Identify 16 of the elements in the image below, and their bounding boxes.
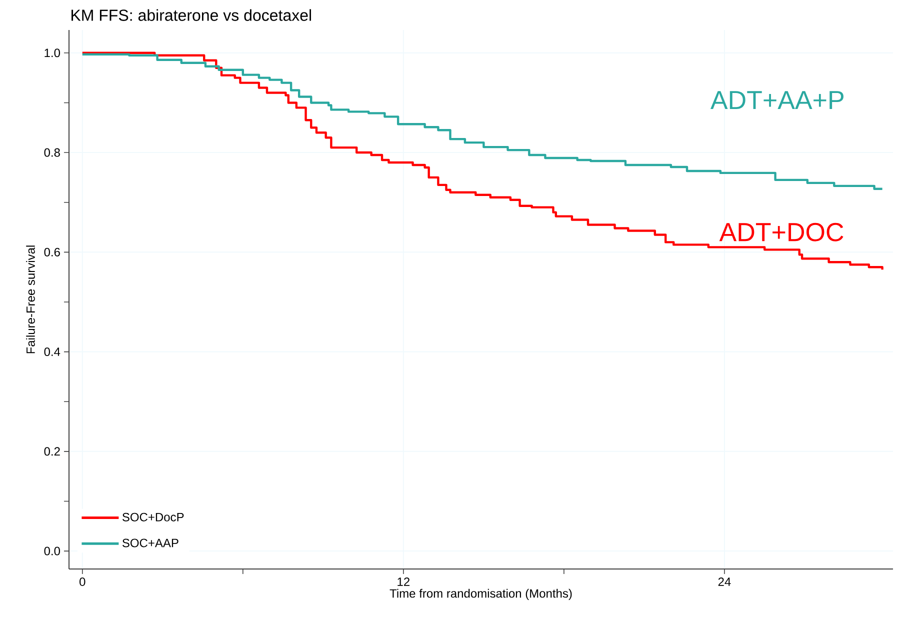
- chart-title: KM FFS: abiraterone vs docetaxel: [72, 9, 311, 21]
- x-tick-label: 12: [398, 578, 410, 586]
- y-tick-label: 0.8: [44, 148, 60, 157]
- legend-label: SOC+DocP: [122, 512, 184, 522]
- legend-label: SOC+AAP: [122, 538, 178, 548]
- y-tick-label: 1.0: [44, 48, 60, 58]
- y-tick-label: 0.2: [44, 447, 60, 456]
- y-tick-label: 0.0: [44, 546, 60, 556]
- y-tick-label: 0.6: [44, 248, 60, 256]
- y-axis-title: Failure-Free survival: [26, 246, 35, 354]
- x-tick-label: 24: [718, 578, 731, 586]
- y-tick-label: 0.4: [44, 348, 60, 356]
- x-axis-title: Time from randomisation (Months): [390, 588, 572, 600]
- annotation: ADT+DOC: [719, 222, 844, 242]
- annotation: ADT+AA+P: [710, 91, 844, 110]
- x-tick-label: 0: [80, 578, 86, 586]
